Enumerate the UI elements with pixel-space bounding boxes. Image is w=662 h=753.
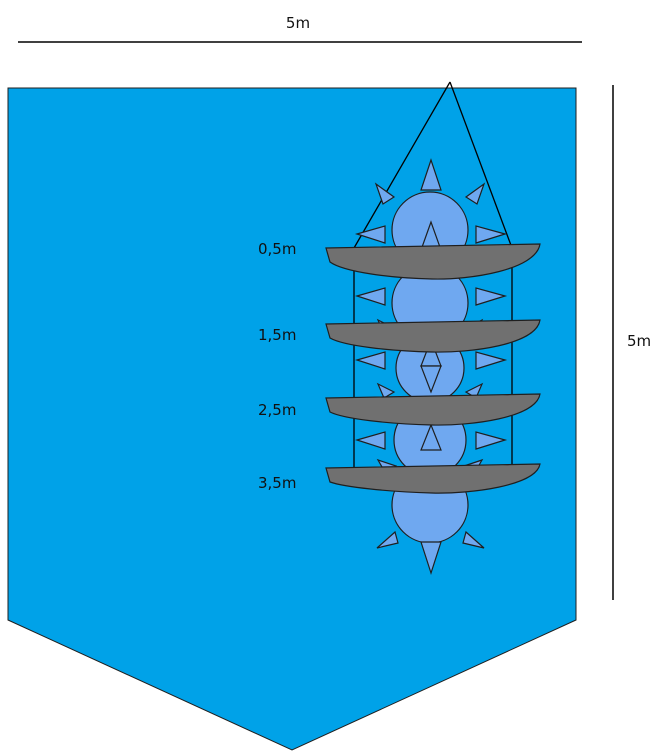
suspension-line-right [449, 81, 513, 249]
depth-label-3: 2,5m [258, 401, 296, 419]
triangle-icon [464, 182, 486, 205]
shelf [325, 243, 541, 280]
triangle-icon [376, 530, 399, 549]
depth-label-2: 1,5m [258, 326, 296, 344]
shelf [325, 463, 541, 494]
suspension-line-left [353, 81, 451, 249]
triangle-icon [475, 287, 508, 306]
shelf [325, 319, 541, 353]
triangle-icon [420, 365, 442, 394]
triangle-icon [354, 225, 386, 244]
lantern-structure [325, 81, 541, 575]
height-label: 5m [627, 332, 651, 350]
triangle-icon [475, 351, 508, 370]
triangle-icon [475, 431, 508, 450]
triangle-icon [420, 423, 442, 451]
triangle-icon [475, 225, 508, 244]
depth-label-4: 3,5m [258, 474, 296, 492]
shelf [325, 393, 541, 426]
shelves [325, 243, 541, 494]
triangle-icon [462, 530, 485, 549]
depth-label-1: 0,5m [258, 240, 296, 258]
triangle-icon [374, 182, 396, 205]
triangle-icon [354, 287, 386, 306]
triangle-icon [354, 351, 386, 370]
triangle-icon [376, 382, 396, 399]
width-label: 5m [286, 14, 310, 32]
triangle-icon [420, 541, 442, 575]
arrow-markers [354, 158, 508, 575]
triangle-icon [354, 431, 386, 450]
triangle-icon [420, 158, 442, 191]
